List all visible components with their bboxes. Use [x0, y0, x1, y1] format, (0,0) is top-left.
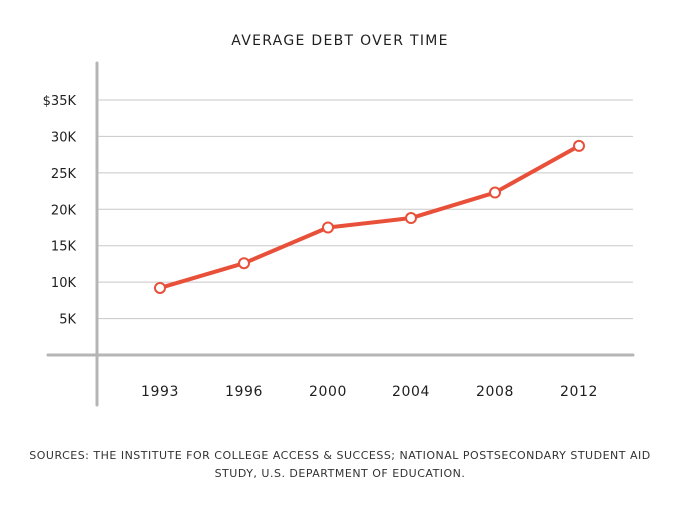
data-point-marker [154, 281, 166, 294]
chart-title: AVERAGE DEBT OVER TIME [231, 33, 449, 49]
grid-lines [97, 99, 633, 320]
data-point-marker [238, 257, 250, 270]
x-tick-label: 2004 [392, 384, 430, 400]
y-tick-label: 25K [51, 167, 77, 182]
y-tick-label: 15K [51, 240, 77, 255]
x-tick-label: 1996 [225, 384, 263, 400]
x-tick-label: 2000 [309, 384, 347, 400]
y-tick-label: 30K [51, 130, 77, 145]
x-tick-label: 2012 [560, 384, 598, 400]
data-points [154, 139, 585, 294]
y-tick-label: 10K [51, 276, 77, 291]
y-tick-label: 20K [51, 203, 77, 218]
y-tick-labels: 5K 10K 15K 20K 25K 30K $35K [43, 94, 77, 328]
data-point-marker [322, 221, 334, 234]
axes [46, 61, 635, 407]
data-point-marker [489, 186, 501, 199]
y-tick-label: $35K [43, 94, 77, 109]
data-point-marker [405, 212, 417, 225]
x-tick-label: 1993 [141, 384, 179, 400]
y-tick-label: 5K [59, 313, 76, 328]
x-tick-label: 2008 [476, 384, 514, 400]
data-point-marker [573, 139, 585, 152]
x-tick-labels: 1993 1996 2000 2004 2008 2012 [141, 384, 598, 400]
series-line-group [158, 143, 581, 290]
series-line [158, 143, 581, 290]
sources-note: SOURCES: THE INSTITUTE FOR COLLEGE ACCES… [29, 449, 651, 480]
